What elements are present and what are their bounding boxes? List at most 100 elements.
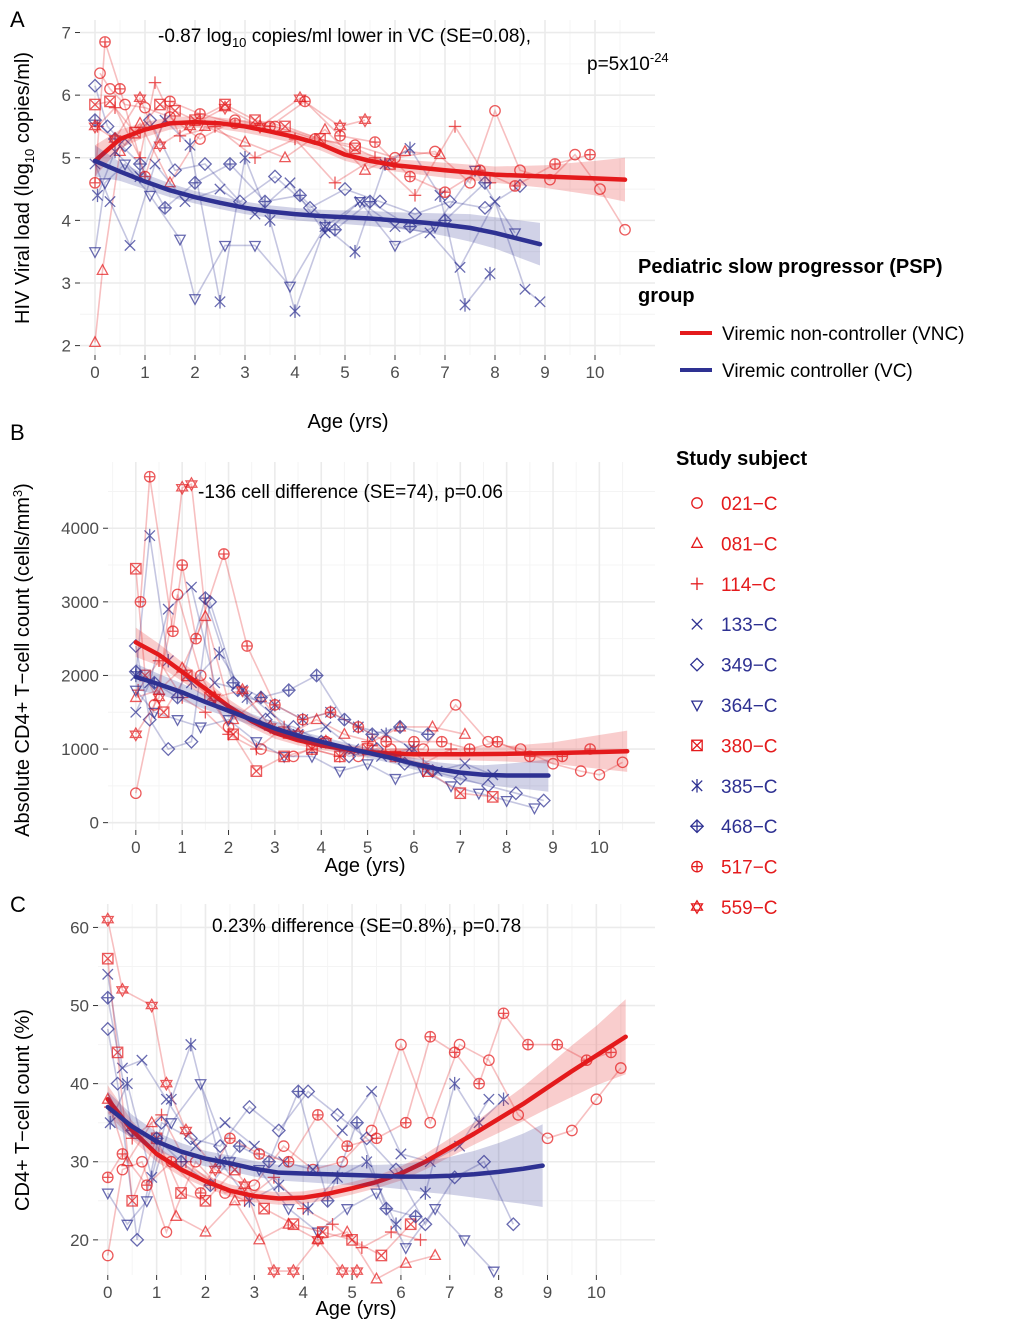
panel-a-point-364-C [283,281,297,294]
panel-c-fit-line-vnc [105,1034,628,1201]
marker-outline [148,707,161,720]
panel-c-point-380-C [287,1218,300,1231]
panel-a-point-081-C [96,263,109,276]
marker-stroke [157,706,170,718]
panel-b-point-468-C [365,727,380,742]
marker-outline [433,147,447,160]
marker-outline [388,240,402,253]
marker-outline [282,1204,295,1216]
panel-c-point-380-C [126,1194,139,1207]
panel-c-point-385-C [273,1178,285,1192]
subject-legend-title: Study subject [676,448,807,470]
panel-c-y-tick-label: 20 [70,1231,89,1250]
marker-stroke [264,706,276,718]
legend-key-385-C [691,779,703,793]
marker-outline [293,94,307,106]
legend-key-468-C [689,819,705,834]
panel-a-point-385-C [404,141,416,156]
marker-outline [218,103,232,116]
panel-a-point-133-C [179,195,191,208]
panel-c-point-133-C [116,1062,129,1074]
panel-b-point-081-C [338,727,351,739]
panel-a-point-021-C [569,148,581,161]
panel-b-point-021-C [593,768,606,781]
panel-a-point-364-C [173,234,187,247]
panel-c-x-tick-label: 4 [298,1283,307,1302]
panel-b-y-tick-label: 1000 [61,740,99,759]
marker-outline [113,144,127,157]
marker-outline [194,722,208,735]
panel-b-point-517-C [435,735,448,748]
panel-c-point-468-C [349,1115,365,1130]
panel-b-point-349-C [508,786,524,801]
marker-stroke [149,158,161,170]
marker-stroke [130,706,142,718]
marker-outline [184,476,199,488]
panel-c-point-081-C [169,1209,183,1221]
marker-circle [194,669,207,682]
panel-c-point-364-C [121,1219,134,1232]
panel-a-point-380-C [279,120,291,133]
panel-b-point-021-C [287,750,300,763]
panel-c: C CD4+ T−cell count (%) Age (yrs) 0.23% … [10,892,655,1320]
panel-c-point-559-C [335,1263,349,1279]
marker-outline [98,178,112,190]
panel-b-x-axis-title: Age (yrs) [324,855,405,877]
marker-stroke [175,1187,187,1199]
panel-a-point-517-C [404,170,416,183]
marker-outline [311,1232,325,1244]
panel-b-point-364-C [472,788,486,801]
panel-b-point-133-C [162,603,174,615]
panel-c-point-349-C [506,1217,521,1232]
marker-circle [574,765,587,777]
marker-circle [424,1116,437,1129]
panel-b-point-021-C [449,699,462,711]
panel-c-point-468-C [232,1138,247,1154]
panel-b-point-468-C [420,727,436,742]
marker-circle [614,1062,627,1074]
marker-outline [143,190,157,203]
marker-circle [287,750,300,763]
panel-c-point-559-C [311,1232,325,1248]
panel-c-point-021-C [136,1155,148,1168]
marker-stroke [104,195,116,208]
marker-outline [117,138,133,153]
marker-outline [179,1126,193,1139]
panel-c-point-133-C [160,1093,173,1105]
panel-a-point-380-C [104,95,116,108]
marker-outline [346,1234,358,1246]
marker-outline [293,90,307,103]
panel-a-point-021-C [489,104,501,117]
marker-outline [277,751,291,764]
marker-outline [248,240,262,253]
panel-a-point-385-C [349,244,361,259]
marker-outline [208,1162,222,1174]
panel-a-point-133-C [454,261,466,273]
marker-circle [129,787,142,800]
marker-outline [194,1079,207,1091]
panel-c-point-517-C [341,1140,354,1152]
panel-b-point-380-C [250,765,263,777]
panel-a-fit-line-vc [92,158,543,247]
panel-c-point-021-C [614,1062,627,1074]
marker-outline [690,536,704,548]
panel-a-y-tick-label: 2 [62,337,71,356]
panel-c-x-tick-label: 10 [587,1283,606,1302]
panel-b-point-114-C [199,706,212,719]
panel-a-point-517-C [369,136,381,148]
panel-b-fit-layer [133,627,630,792]
marker-outline [311,1236,325,1248]
marker-circle [136,1155,148,1168]
marker-outline [129,690,143,703]
marker-circle [171,588,184,601]
panel-b-x-tick-label: 5 [363,838,372,857]
panel-c-point-021-C [424,1116,437,1129]
marker-outline [458,1235,471,1247]
panel-c-point-468-C [100,990,115,1005]
panel-c-y-tick-label: 50 [70,997,89,1016]
panel-c-point-380-C [258,1202,270,1215]
marker-outline [335,1267,349,1279]
panel-c-point-517-C [473,1077,485,1090]
panel-b-point-468-C [170,690,185,705]
marker-outline [140,1196,154,1208]
